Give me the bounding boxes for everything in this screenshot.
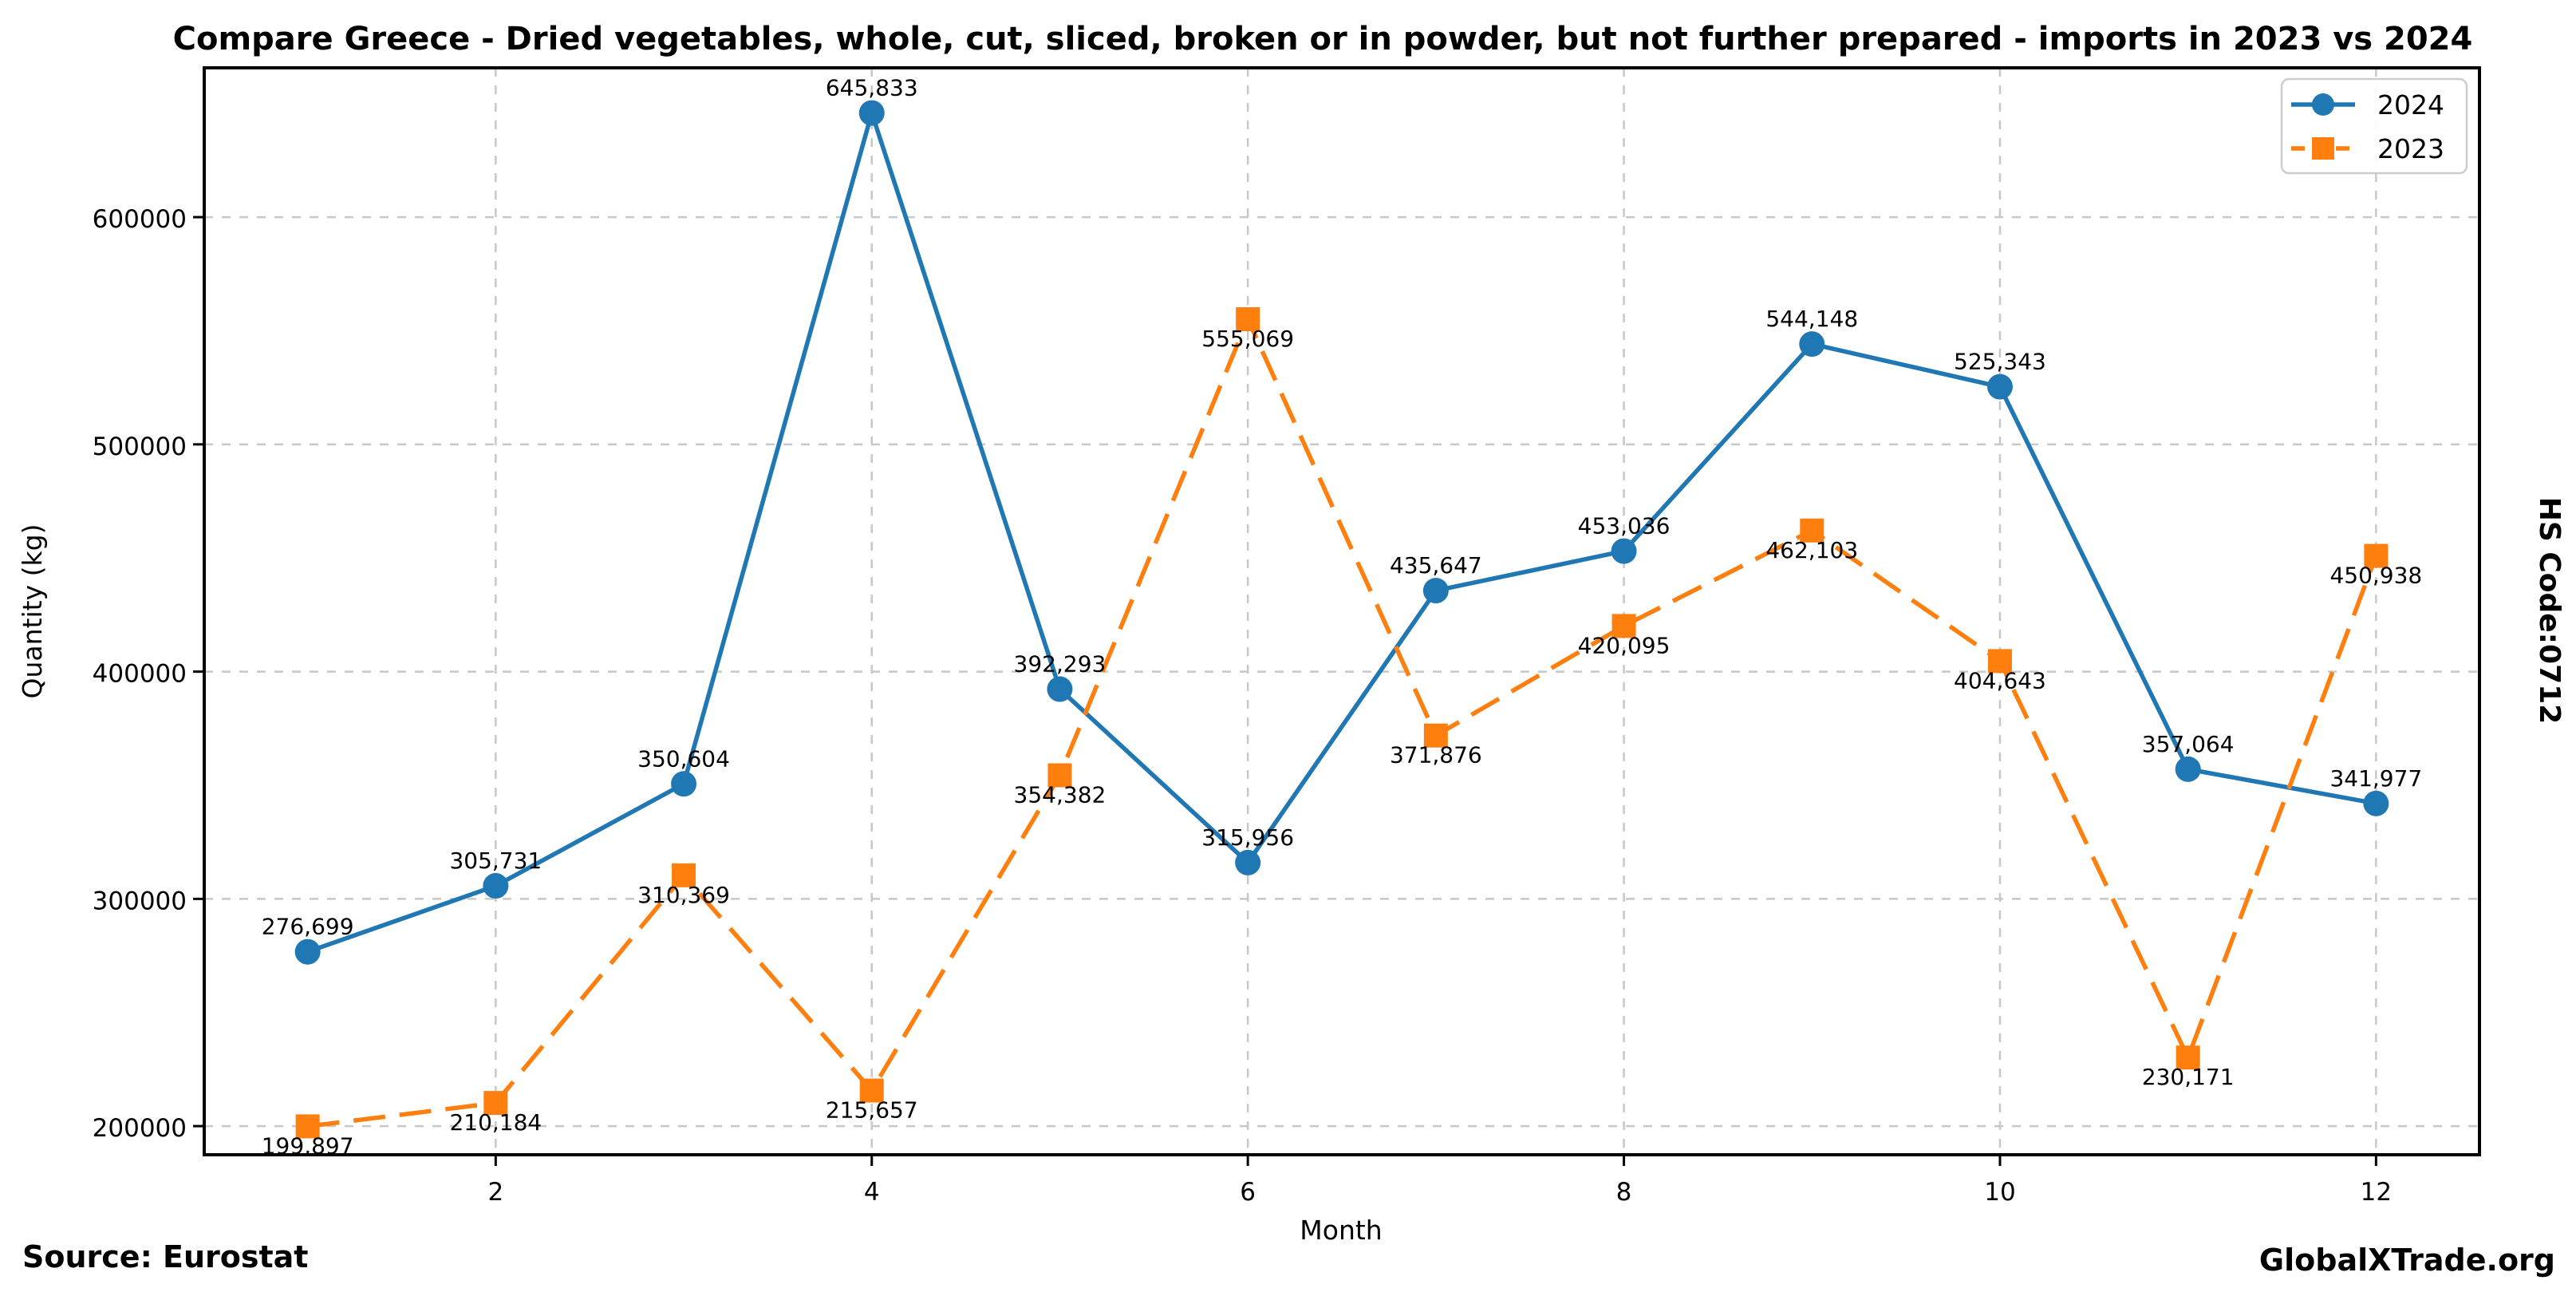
- data-point-marker-2024: [1235, 849, 1261, 875]
- legend-label-2023: 2023: [2377, 133, 2444, 164]
- plot-border: [203, 66, 2481, 1156]
- y-axis-label: Quantity (kg): [17, 524, 48, 699]
- legend-marker-2023: [2312, 137, 2334, 160]
- data-point-marker-2023: [295, 1114, 320, 1139]
- data-point-marker-2024: [2363, 790, 2389, 816]
- data-point-label: 310,369: [637, 882, 730, 908]
- data-point-label: 420,095: [1578, 632, 1671, 658]
- data-point-label: 315,956: [1201, 824, 1294, 851]
- data-point-label: 450,938: [2329, 563, 2422, 589]
- x-tick-label: 2: [487, 1178, 503, 1207]
- data-point-marker-2023: [1236, 307, 1260, 332]
- x-tick-label: 4: [864, 1178, 880, 1207]
- data-point-marker-2024: [1799, 331, 1825, 358]
- data-point-marker-2024: [1047, 676, 1073, 702]
- data-point-marker-2024: [483, 873, 509, 899]
- data-point-marker-2023: [2176, 1045, 2200, 1070]
- data-point-marker-2023: [1047, 763, 1072, 788]
- data-point-label: 276,699: [262, 914, 354, 940]
- data-point-label: 435,647: [1390, 552, 1482, 579]
- legend-label-2024: 2024: [2377, 89, 2444, 121]
- x-tick-label: 12: [2361, 1178, 2392, 1207]
- brand-label: GlobalXTrade.org: [2259, 1243, 2555, 1278]
- axes: 2 4 6 8 10 12 200000 300000 400000 500000 600000: [93, 66, 2481, 1207]
- data-point-marker-2024: [1422, 578, 1449, 604]
- chart-title: Compare Greece - Dried vegetables, whole…: [173, 21, 2473, 57]
- data-point-marker-2023: [483, 1091, 508, 1116]
- gridlines: [204, 68, 2479, 1155]
- data-point-marker-2023: [1800, 518, 1825, 543]
- x-tick-label: 10: [1984, 1178, 2015, 1207]
- x-tick-label: 6: [1240, 1178, 1256, 1207]
- y-tick-label: 600000: [93, 205, 187, 234]
- data-point-marker-2023: [2364, 543, 2389, 568]
- data-point-marker-2023: [1423, 723, 1448, 748]
- data-point-marker-2023: [859, 1078, 884, 1103]
- series-line-2023: [307, 314, 2378, 1129]
- data-point-label: 645,833: [826, 75, 918, 101]
- y-tick-label: 300000: [93, 887, 187, 915]
- data-point-label: 357,064: [2142, 731, 2235, 757]
- y-tick-label: 500000: [93, 433, 187, 461]
- data-point-marker-2023: [1987, 649, 2012, 674]
- data-point-label: 404,643: [1954, 667, 2046, 693]
- data-point-label: 462,103: [1765, 537, 1858, 563]
- data-point-label: 392,293: [1014, 651, 1107, 678]
- data-point-label: 354,382: [1014, 782, 1107, 808]
- legend: 2024 2023: [2280, 77, 2468, 175]
- source-label: Source: Eurostat: [22, 1239, 308, 1274]
- data-point-marker-2024: [294, 938, 321, 965]
- data-point-labels: 276,699 305,731 350,604 645,833 392,293 315,9…: [262, 75, 2423, 1160]
- data-point-label: 350,604: [637, 745, 730, 772]
- data-point-marker-2024: [858, 100, 885, 126]
- data-point-marker-2023: [1611, 614, 1636, 638]
- hs-code-label: HS Code:0712: [2533, 497, 2566, 725]
- data-point-marker-2024: [2175, 756, 2201, 782]
- legend-marker-2024: [2312, 93, 2334, 116]
- data-point-label: 341,977: [2329, 765, 2422, 792]
- data-point-marker-2023: [672, 863, 696, 887]
- data-point-marker-2024: [1986, 373, 2013, 400]
- data-point-label: 371,876: [1390, 742, 1482, 769]
- data-point-label: 215,657: [826, 1097, 918, 1124]
- data-point-marker-2024: [671, 771, 697, 797]
- data-point-label: 525,343: [1954, 349, 2046, 375]
- data-point-label: 210,184: [449, 1109, 542, 1136]
- data-series: [294, 100, 2389, 1139]
- data-point-marker-2024: [1611, 538, 1637, 564]
- y-tick-label: 200000: [93, 1114, 187, 1143]
- data-point-label: 544,148: [1765, 306, 1858, 332]
- series-line-2024: [306, 105, 2377, 954]
- data-point-label: 199,897: [262, 1132, 354, 1159]
- y-tick-label: 400000: [93, 660, 187, 689]
- data-point-label: 230,171: [2142, 1064, 2235, 1090]
- x-axis-label: Month: [1300, 1215, 1382, 1246]
- data-point-label: 305,731: [449, 848, 542, 874]
- x-tick-label: 8: [1616, 1178, 1632, 1207]
- data-point-label: 453,036: [1578, 513, 1671, 539]
- data-point-label: 555,069: [1201, 326, 1294, 352]
